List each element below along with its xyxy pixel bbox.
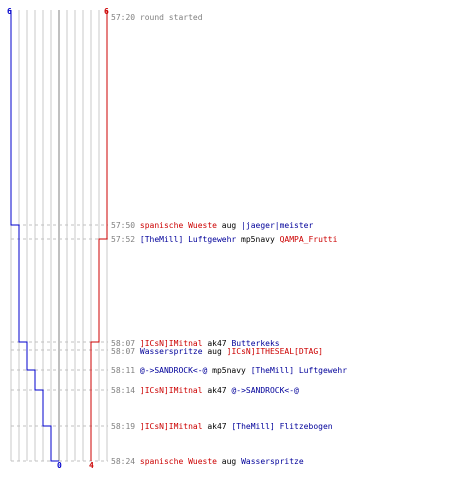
event-player: @->SANDROCK<-@ xyxy=(231,386,299,395)
event-player: ]ICsN]IMitnal xyxy=(139,339,203,348)
event-row: 57:50 spanische Wueste aug |jaeger|meist… xyxy=(111,221,313,230)
grid-lines xyxy=(10,10,108,461)
event-weapon: aug xyxy=(216,221,242,230)
event-timestamp: 57:52 xyxy=(111,235,140,244)
event-weapon: ak47 xyxy=(202,422,232,431)
event-row: 58:14 ]ICsN]IMitnal ak47 @->SANDROCK<-@ xyxy=(111,386,299,395)
event-row: 58:07 Wasserspritze aug ]ICsN]ITHESEAL[D… xyxy=(111,347,323,356)
red-start-score: 6 xyxy=(104,7,109,16)
event-weapon: mp5navy xyxy=(207,366,251,375)
event-player: [TheMill] Luftgewehr xyxy=(250,366,348,375)
event-weapon: ak47 xyxy=(202,339,232,348)
blue-start-score: 6 xyxy=(7,7,12,16)
event-row: 57:52 [TheMill] Luftgewehr mp5navy QAMPA… xyxy=(111,235,337,244)
event-timestamp: 58:24 xyxy=(111,457,140,466)
event-timestamp: 58:07 xyxy=(111,339,140,348)
event-timestamp: 58:07 xyxy=(111,347,140,356)
event-player: [TheMill] Luftgewehr xyxy=(139,235,237,244)
event-weapon: mp5navy xyxy=(236,235,280,244)
blue-team-score-line xyxy=(10,10,59,462)
blue-end-score: 0 xyxy=(57,461,62,470)
event-weapon: aug xyxy=(216,457,242,466)
event-timestamp: 57:20 xyxy=(111,13,140,22)
event-player: Wasserspritze xyxy=(241,457,304,466)
event-player: |jaeger|meister xyxy=(241,221,314,230)
event-player: @->SANDROCK<-@ xyxy=(139,366,208,375)
red-end-score: 4 xyxy=(89,461,94,470)
event-row: 58:19 ]ICsN]IMitnal ak47 [TheMill] Flitz… xyxy=(111,422,333,431)
event-player: ]ICsN]IMitnal xyxy=(139,386,203,395)
red-team-score-line xyxy=(90,10,108,461)
event-player: Butterkeks xyxy=(231,339,280,348)
event-player: Wasserspritze xyxy=(139,347,203,356)
event-timestamp: 57:50 xyxy=(111,221,140,230)
event-weapon: ak47 xyxy=(202,386,232,395)
event-row: 57:20 round started xyxy=(111,13,203,22)
event-row: 58:07 ]ICsN]IMitnal ak47 Butterkeks xyxy=(111,339,280,348)
event-player: spanische Wueste xyxy=(139,221,217,230)
event-player: ]ICsN]ITHESEAL[DTAG] xyxy=(226,347,323,356)
event-player: [TheMill] Flitzebogen xyxy=(231,422,333,431)
event-weapon: aug xyxy=(202,347,227,356)
event-player: spanische Wueste xyxy=(139,457,217,466)
event-row: 58:11 @->SANDROCK<-@ mp5navy [TheMill] L… xyxy=(111,366,347,375)
event-player: QAMPA_Frutti xyxy=(279,235,338,244)
event-row: 58:24 spanische Wueste aug Wasserspritze xyxy=(111,457,304,466)
event-player: round started xyxy=(139,13,203,22)
event-player: ]ICsN]IMitnal xyxy=(139,422,203,431)
event-timestamp: 58:11 xyxy=(111,366,140,375)
score-step-lines xyxy=(10,10,108,462)
event-timestamp: 58:14 xyxy=(111,386,140,395)
event-timestamp: 58:19 xyxy=(111,422,140,431)
